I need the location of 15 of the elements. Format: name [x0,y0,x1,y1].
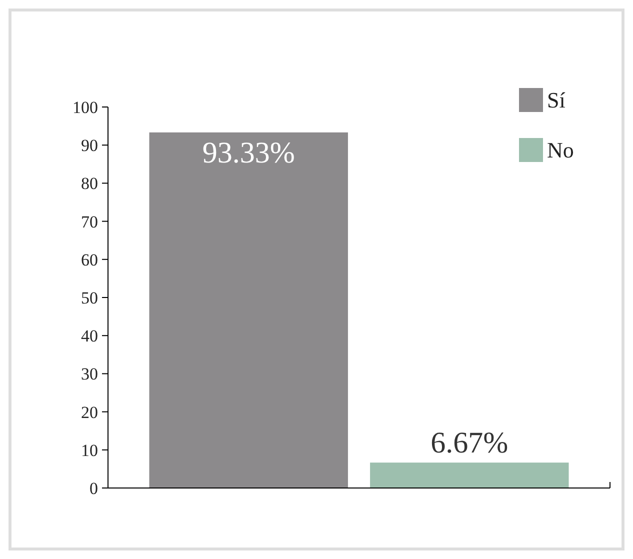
y-tick-label: 20 [81,402,98,422]
y-tick-label: 60 [81,250,98,270]
y-tick-label: 50 [81,288,98,308]
y-tick-label: 10 [81,440,98,460]
y-tick-label: 30 [81,364,98,384]
data-label: 93.33% [202,136,295,170]
data-label: 6.67% [430,426,508,460]
legend-label: No [547,138,574,163]
legend-label: Sí [547,88,566,113]
y-tick-label: 0 [90,478,98,498]
y-tick-label: 70 [81,212,98,232]
y-tick-label: 40 [81,326,98,346]
y-tick-label: 80 [81,174,98,194]
y-tick-label: 100 [72,98,98,117]
y-tick-label: 90 [81,136,98,156]
